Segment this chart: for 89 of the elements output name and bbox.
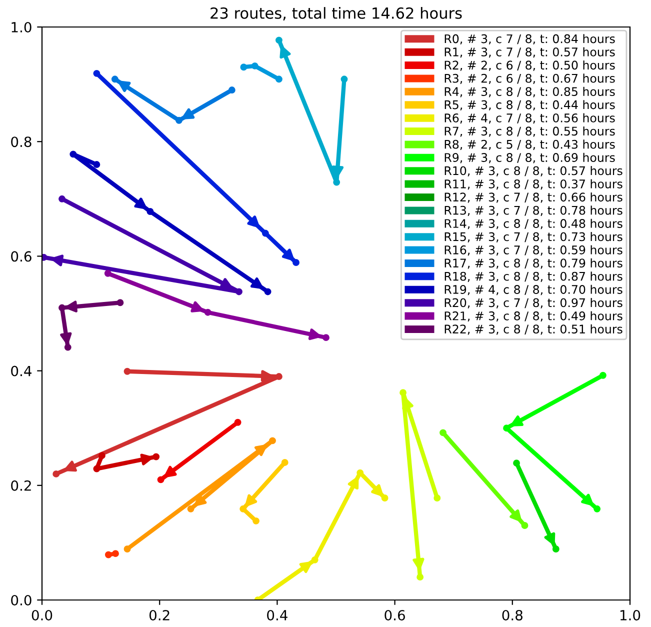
- y-tick-label: 1.0: [12, 22, 32, 32]
- point: [104, 270, 112, 277]
- point: [252, 517, 260, 524]
- point: [104, 551, 112, 558]
- legend-label: R17, # 3, c 8 / 8, t: 0.79 hours: [444, 258, 622, 269]
- legend-label: R12, # 3, c 7 / 8, t: 0.66 hours: [444, 192, 622, 203]
- point: [333, 178, 340, 186]
- point: [112, 550, 119, 558]
- point: [275, 36, 282, 44]
- point: [269, 437, 276, 444]
- point: [234, 418, 242, 426]
- point: [356, 469, 364, 476]
- point: [93, 161, 100, 168]
- legend-label: R7, # 3, c 8 / 8, t: 0.55 hours: [444, 126, 615, 137]
- point: [400, 389, 407, 396]
- point: [187, 505, 194, 512]
- point: [228, 86, 236, 94]
- point: [275, 373, 282, 380]
- legend-label: R21, # 3, c 8 / 8, t: 0.49 hours: [444, 311, 622, 322]
- point: [42, 254, 48, 261]
- legend-label: R18, # 3, c 8 / 8, t: 0.87 hours: [444, 272, 622, 282]
- point: [93, 465, 100, 472]
- point: [264, 288, 272, 296]
- point: [64, 344, 72, 351]
- legend-label: R15, # 3, c 7 / 8, t: 0.73 hours: [444, 232, 622, 242]
- legend-label: R10, # 3, c 8 / 8, t: 0.57 hours: [444, 166, 622, 176]
- legend-label: R20, # 3, c 7 / 8, t: 0.97 hours: [444, 298, 622, 308]
- point: [594, 505, 601, 512]
- point: [381, 494, 388, 502]
- point: [240, 64, 248, 71]
- legend-label: R8, # 2, c 5 / 8, t: 0.43 hours: [444, 140, 615, 150]
- legend-label: R4, # 3, c 8 / 8, t: 0.85 hours: [444, 86, 615, 98]
- point: [52, 470, 60, 478]
- x-tick-label: 0.8: [502, 610, 522, 620]
- point: [281, 459, 288, 466]
- legend-label: R2, # 2, c 6 / 8, t: 0.50 hours: [444, 60, 615, 71]
- point: [157, 476, 164, 484]
- legend-label: R22, # 3, c 8 / 8, t: 0.51 hours: [444, 324, 622, 335]
- point: [251, 62, 258, 70]
- legend-label: R1, # 3, c 7 / 8, t: 0.57 hours: [444, 47, 615, 58]
- legend-label: R3, # 2, c 6 / 8, t: 0.67 hours: [444, 74, 615, 84]
- point: [262, 230, 269, 237]
- point: [58, 304, 66, 312]
- point: [552, 546, 560, 552]
- legend-label: R11, # 3, c 8 / 8, t: 0.37 hours: [444, 179, 622, 190]
- point: [275, 76, 282, 83]
- y-tick-label: 0.0: [11, 594, 32, 606]
- point: [434, 494, 441, 502]
- point: [58, 195, 66, 202]
- point: [521, 522, 528, 529]
- y-tick-label: 0.2: [11, 480, 31, 491]
- point: [311, 556, 318, 564]
- point: [124, 368, 131, 375]
- chart-title: 23 routes, total time 14.62 hours: [210, 7, 462, 20]
- legend-label: R5, # 3, c 8 / 8, t: 0.44 hours: [444, 100, 615, 110]
- point: [176, 116, 182, 124]
- point: [70, 150, 77, 158]
- point: [124, 546, 131, 552]
- x-tick-label: 0.2: [149, 610, 170, 620]
- point: [513, 460, 520, 467]
- y-tick-label: 0.4: [11, 366, 32, 376]
- point: [416, 574, 424, 581]
- legend-label: R14, # 3, c 8 / 8, t: 0.48 hours: [444, 218, 622, 230]
- point: [204, 308, 212, 316]
- x-tick-label: 0.4: [267, 610, 288, 620]
- point: [292, 259, 300, 266]
- y-tick-label: 0.6: [11, 251, 32, 262]
- point: [340, 76, 348, 83]
- y-tick-label: 0.8: [11, 136, 32, 148]
- legend-label: R0, # 3, c 7 / 8, t: 0.84 hours: [444, 34, 615, 44]
- legend-label: R13, # 3, c 7 / 8, t: 0.78 hours: [444, 206, 622, 216]
- point: [116, 299, 124, 306]
- point: [152, 453, 160, 460]
- point: [98, 452, 106, 460]
- point: [111, 76, 118, 83]
- legend-label: R6, # 4, c 7 / 8, t: 0.56 hours: [444, 113, 615, 124]
- point: [599, 372, 606, 379]
- legend-label: R19, # 4, c 8 / 8, t: 0.70 hours: [444, 284, 622, 296]
- legend-label: R16, # 3, c 7 / 8, t: 0.59 hours: [444, 245, 622, 256]
- point: [236, 288, 242, 296]
- x-tick-label: 0.6: [384, 610, 405, 620]
- x-tick-label: 1.0: [620, 610, 640, 620]
- point: [146, 208, 154, 215]
- point: [93, 70, 100, 77]
- point: [240, 505, 247, 512]
- x-tick-label: 0.0: [32, 610, 52, 620]
- point: [322, 334, 330, 342]
- point: [440, 429, 446, 436]
- legend-label: R9, # 3, c 8 / 8, t: 0.69 hours: [444, 152, 615, 164]
